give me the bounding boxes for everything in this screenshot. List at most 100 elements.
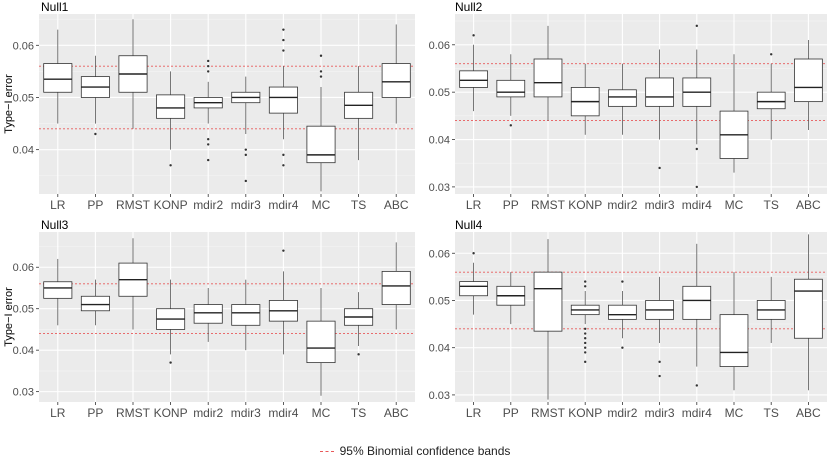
box-pp (496, 54, 526, 127)
outlier-point (695, 147, 698, 151)
outlier-point (584, 360, 587, 364)
x-tick-label: ABC (384, 198, 409, 212)
outlier-point (357, 353, 360, 356)
outlier-point (319, 70, 323, 73)
y-tick-label: 0.06 (429, 40, 450, 52)
x-tick-label: ABC (384, 406, 409, 420)
box-mdir4 (268, 249, 298, 355)
x-tick-label: mdir4 (682, 198, 712, 212)
box-konp (570, 63, 600, 135)
box-abc (381, 24, 411, 124)
box-abc (794, 234, 823, 391)
box-mc (306, 287, 336, 396)
outlier-point (658, 374, 661, 378)
box-mdir2 (608, 63, 637, 135)
outlier-point (621, 346, 624, 349)
x-tick-label: MC (312, 406, 331, 420)
x-tick-label: mdir3 (645, 406, 675, 420)
outlier-point (584, 332, 587, 335)
outlier-point (509, 124, 512, 127)
panel-null4: 0.03 0.04 0.05 0.06 LR PP RMST KONP mdir2 mdir3 md… (429, 218, 827, 420)
box-mdir2 (193, 59, 223, 162)
y-tick-label: 0.04 (13, 145, 34, 157)
outlier-point (621, 280, 624, 283)
x-tick-label: ABC (796, 198, 821, 212)
x-tick-label: LR (50, 198, 66, 212)
outlier-point (282, 153, 285, 157)
box-iqr (533, 58, 563, 98)
y-tick-label: 0.06 (13, 40, 34, 52)
box-pp (496, 272, 526, 325)
box-iqr (306, 125, 336, 164)
box-iqr (231, 304, 261, 326)
outlier-point (207, 59, 210, 63)
box-mdir3 (231, 76, 261, 183)
outlier-point (695, 185, 698, 189)
box-lr (43, 258, 73, 326)
box-ts (756, 53, 786, 140)
x-tick-label: mdir2 (193, 406, 223, 420)
outlier-point (584, 337, 587, 340)
outlier-point (658, 360, 661, 364)
outlier-point (584, 341, 587, 345)
outlier-point (319, 75, 323, 78)
x-tick-label: mdir2 (607, 198, 637, 212)
y-tick-label: 0.05 (13, 304, 34, 316)
y-tick-label: 0.06 (429, 248, 450, 260)
box-iqr (268, 86, 298, 114)
outlier-point (244, 148, 247, 151)
y-tick-label: 0.03 (13, 387, 34, 399)
panel-title: Null2 (455, 0, 483, 14)
y-axis-label: Type−I error (3, 287, 15, 347)
x-tick-label: mdir2 (607, 406, 637, 420)
box-ts (344, 66, 374, 161)
y-tick-label: 0.03 (429, 390, 450, 402)
box-mdir4 (268, 28, 298, 167)
box-mdir2 (193, 287, 223, 342)
x-tick-label: PP (87, 198, 103, 212)
outlier-point (207, 64, 210, 68)
x-tick-label: mdir4 (268, 198, 298, 212)
y-tick-label: 0.05 (429, 295, 450, 307)
box-mdir2 (608, 280, 637, 349)
box-mc (719, 54, 749, 173)
panel-title: Null3 (41, 218, 69, 232)
x-tick-label: KONP (568, 198, 602, 212)
box-mc (719, 272, 749, 391)
box-iqr (533, 271, 563, 332)
outlier-point (282, 49, 285, 52)
outlier-point (282, 28, 285, 31)
outlier-point (319, 54, 323, 57)
outlier-point (169, 361, 172, 364)
box-lr (43, 29, 73, 124)
box-iqr (794, 278, 823, 339)
box-pp (80, 279, 110, 326)
box-iqr (459, 281, 488, 297)
x-tick-label: PP (503, 198, 519, 212)
x-tick-label: RMST (116, 406, 151, 420)
y-axis-label: Type−I error (3, 74, 15, 134)
x-tick-label: TS (764, 198, 779, 212)
x-tick-label: LR (466, 406, 482, 420)
x-tick-label: RMST (531, 406, 566, 420)
x-tick-label: RMST (116, 198, 151, 212)
outlier-point (282, 164, 285, 167)
box-mdir3 (645, 276, 674, 378)
outlier-point (584, 351, 587, 354)
x-tick-label: TS (764, 406, 779, 420)
x-tick-label: KONP (154, 406, 188, 420)
panel-null2: 0.03 0.04 0.05 0.06 LR PP RMST KONP mdir2 mdir3 md… (429, 0, 827, 212)
box-iqr (682, 285, 712, 320)
panel-null3: 0.03 0.04 0.05 0.06 LR PP RMST KONP mdir2 mdir3 md… (3, 218, 415, 420)
outlier-point (207, 143, 210, 146)
box-rmst (118, 238, 148, 330)
box-iqr (156, 94, 186, 119)
box-iqr (80, 295, 110, 312)
outlier-point (244, 153, 247, 157)
outlier-point (584, 285, 587, 288)
outlier-point (584, 346, 587, 349)
x-tick-label: mdir4 (268, 406, 298, 420)
box-mc (306, 54, 336, 192)
x-tick-label: RMST (531, 198, 566, 212)
